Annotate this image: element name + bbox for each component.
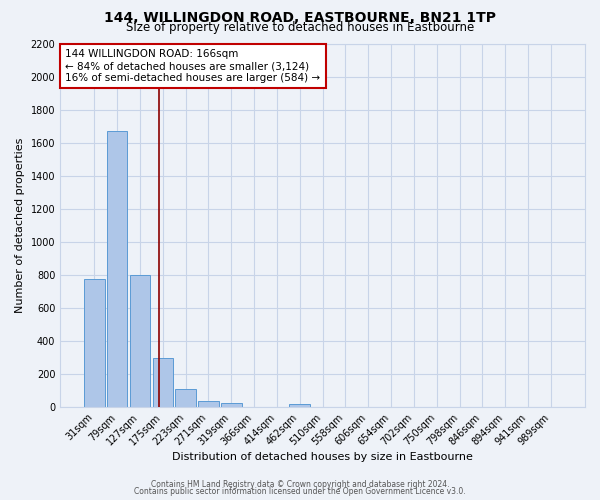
X-axis label: Distribution of detached houses by size in Eastbourne: Distribution of detached houses by size … [172,452,473,462]
Bar [84,279,104,407]
Bar [107,132,127,407]
Bar [221,402,242,407]
Text: 144 WILLINGDON ROAD: 166sqm
← 84% of detached houses are smaller (3,124)
16% of : 144 WILLINGDON ROAD: 166sqm ← 84% of det… [65,50,320,82]
Y-axis label: Number of detached properties: Number of detached properties [15,138,25,314]
Bar [152,358,173,407]
Text: Contains HM Land Registry data © Crown copyright and database right 2024.: Contains HM Land Registry data © Crown c… [151,480,449,489]
Text: Contains public sector information licensed under the Open Government Licence v3: Contains public sector information licen… [134,487,466,496]
Text: Size of property relative to detached houses in Eastbourne: Size of property relative to detached ho… [126,21,474,34]
Bar [289,404,310,407]
Bar [130,275,150,407]
Bar [175,389,196,407]
Text: 144, WILLINGDON ROAD, EASTBOURNE, BN21 1TP: 144, WILLINGDON ROAD, EASTBOURNE, BN21 1… [104,11,496,25]
Bar [198,401,219,407]
